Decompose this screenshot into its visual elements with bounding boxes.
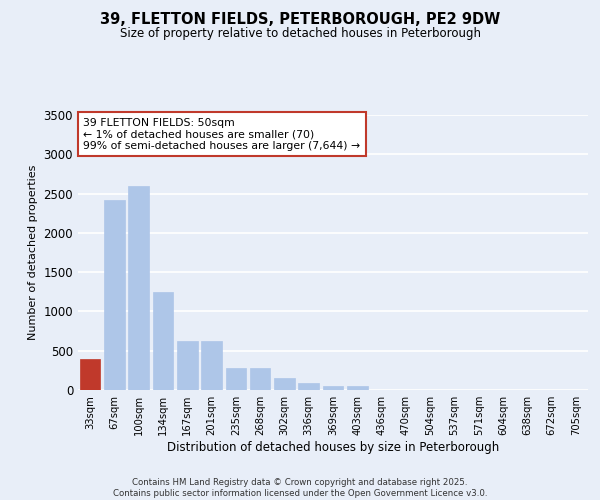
Bar bbox=[104, 200, 125, 390]
Bar bbox=[298, 384, 319, 390]
Bar bbox=[323, 386, 343, 390]
Bar bbox=[201, 342, 222, 390]
Bar bbox=[226, 368, 246, 390]
Bar bbox=[250, 368, 271, 390]
Y-axis label: Number of detached properties: Number of detached properties bbox=[28, 165, 38, 340]
Bar bbox=[274, 378, 295, 390]
X-axis label: Distribution of detached houses by size in Peterborough: Distribution of detached houses by size … bbox=[167, 441, 499, 454]
Bar bbox=[128, 186, 149, 390]
Bar bbox=[177, 342, 197, 390]
Bar bbox=[152, 292, 173, 390]
Text: Size of property relative to detached houses in Peterborough: Size of property relative to detached ho… bbox=[119, 28, 481, 40]
Text: 39 FLETTON FIELDS: 50sqm
← 1% of detached houses are smaller (70)
99% of semi-de: 39 FLETTON FIELDS: 50sqm ← 1% of detache… bbox=[83, 118, 360, 151]
Bar bbox=[347, 386, 368, 390]
Text: 39, FLETTON FIELDS, PETERBOROUGH, PE2 9DW: 39, FLETTON FIELDS, PETERBOROUGH, PE2 9D… bbox=[100, 12, 500, 28]
Bar bbox=[80, 360, 100, 390]
Text: Contains HM Land Registry data © Crown copyright and database right 2025.
Contai: Contains HM Land Registry data © Crown c… bbox=[113, 478, 487, 498]
